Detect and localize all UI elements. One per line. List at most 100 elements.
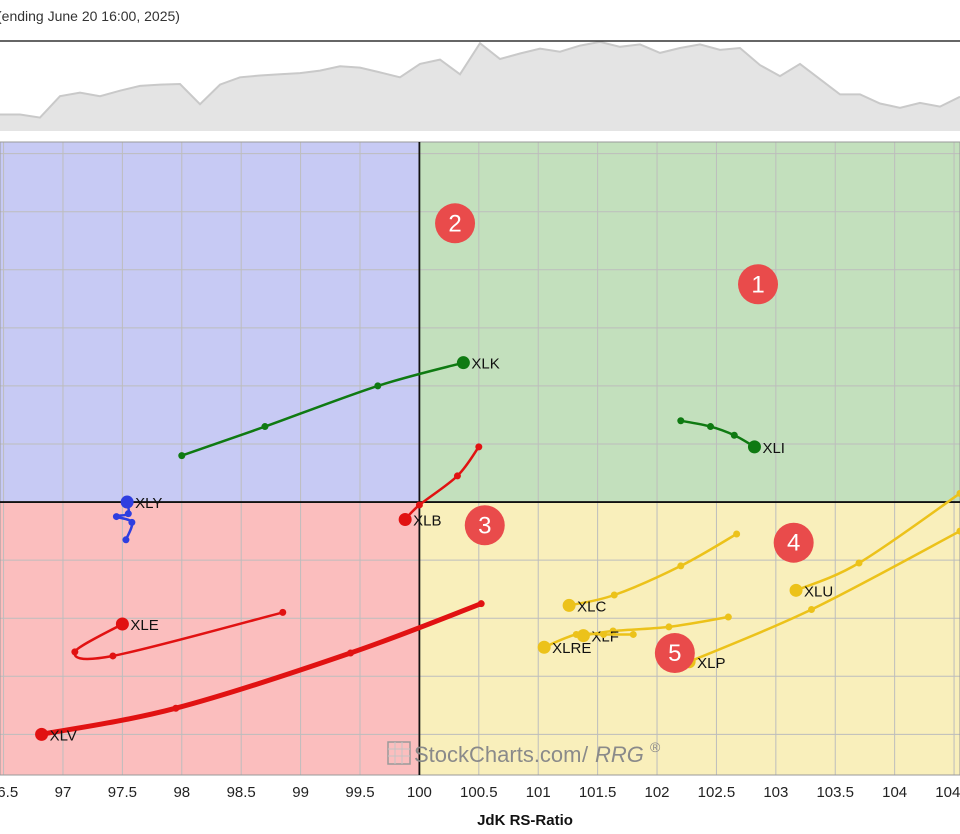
tail-point-xlre-0[interactable]: [629, 630, 637, 638]
head-point-xle[interactable]: [115, 617, 129, 631]
badge-circle-4: [773, 522, 814, 563]
x-tick-label-7: 100: [407, 784, 432, 801]
tail-point-xlf-2[interactable]: [609, 627, 617, 635]
watermark-logo-icon: [387, 741, 411, 765]
tail-point-xlk-1[interactable]: [261, 423, 269, 431]
tail-point-xlc-2[interactable]: [610, 591, 618, 599]
head-point-xlf[interactable]: [576, 629, 590, 643]
badge-number-4: 4: [787, 530, 800, 557]
tail-point-xlre-1[interactable]: [600, 630, 608, 638]
tail-point-xlk-0[interactable]: [178, 452, 186, 460]
tail-point-xlc-1[interactable]: [677, 562, 685, 570]
x-tick-label-9: 101: [526, 784, 551, 801]
badge-number-3: 3: [478, 512, 491, 539]
tail-xli: XLI: [677, 417, 785, 457]
overview-line: [0, 40, 960, 119]
tail-point-xli-0[interactable]: [677, 417, 685, 425]
tail-point-xly-1[interactable]: [128, 518, 136, 526]
badge-number-2: 2: [448, 210, 461, 237]
tail-point-xlb-2[interactable]: [415, 501, 423, 509]
symbol-label-xlu: XLU: [804, 583, 833, 600]
tail-xlv: XLV: [35, 600, 485, 744]
tail-line-xlc: [567, 532, 738, 607]
watermark-logo-grid-icon: [388, 742, 410, 764]
tail-point-xly-2[interactable]: [112, 513, 120, 521]
tail-xlc: XLC: [562, 530, 741, 615]
x-tick-label-16: 104.5: [935, 784, 960, 801]
tail-point-xlp-1[interactable]: [807, 605, 815, 613]
tail-point-xli-2[interactable]: [730, 431, 738, 439]
symbol-label-xli: XLI: [762, 440, 785, 457]
tail-line-xlu: [794, 492, 960, 592]
head-point-xlc[interactable]: [562, 598, 576, 612]
head-point-xlu[interactable]: [789, 583, 803, 597]
x-tick-label-6: 99.5: [345, 784, 374, 801]
badge-4: 4: [773, 522, 814, 563]
tail-point-xlb-0[interactable]: [475, 443, 483, 451]
symbol-label-xlb: XLB: [413, 512, 441, 529]
x-tick-label-11: 102: [645, 784, 670, 801]
tail-point-xlu-0[interactable]: [956, 489, 960, 497]
tail-point-xlf-0[interactable]: [724, 613, 732, 621]
badge-3: 3: [464, 505, 505, 546]
tail-point-xlp-0[interactable]: [956, 527, 960, 535]
plot-border: [0, 141, 960, 776]
head-point-xlv[interactable]: [35, 727, 49, 741]
symbol-label-xlc: XLC: [577, 598, 606, 615]
sector-tails: XLKXLIXLYXLBXLEXLVXLCXLFXLREXLUXLP: [35, 356, 960, 744]
badge-2: 2: [435, 203, 476, 244]
x-tick-label-12: 102.5: [698, 784, 736, 801]
x-tick-label-15: 104: [882, 784, 907, 801]
leading-quadrant: [419, 142, 960, 503]
badge-number-1: 1: [751, 271, 764, 298]
watermark-separator: /: [582, 742, 589, 767]
x-tick-label-1: 97: [55, 784, 72, 801]
tail-xle: XLE: [71, 608, 287, 661]
head-point-xli[interactable]: [747, 440, 761, 454]
tail-xlb: XLB: [398, 443, 483, 529]
center-axes: [0, 142, 960, 775]
tail-point-xlb-1[interactable]: [453, 472, 461, 480]
x-tick-label-3: 98: [173, 784, 190, 801]
head-point-xlb[interactable]: [398, 512, 412, 526]
head-point-xly[interactable]: [120, 495, 134, 509]
tail-point-xlre-2[interactable]: [572, 630, 580, 638]
x-tick-label-0: 96.5: [0, 784, 18, 801]
tail-point-xlv-0[interactable]: [477, 600, 485, 608]
tail-xlu: XLU: [789, 489, 960, 600]
tail-point-xly-0[interactable]: [122, 536, 130, 544]
x-tick-label-14: 103.5: [816, 784, 854, 801]
tail-point-xle-2[interactable]: [71, 648, 79, 656]
head-point-xlk[interactable]: [456, 356, 470, 370]
tail-xlre: XLRE: [537, 630, 637, 657]
tail-point-xlf-1[interactable]: [665, 623, 673, 631]
watermark-registered: ®: [650, 739, 661, 755]
badge-circle-2: [435, 203, 476, 244]
tail-line-xlb: [403, 445, 481, 521]
tail-point-xli-1[interactable]: [706, 423, 714, 431]
quadrant-backgrounds: [0, 142, 960, 775]
badge-circle-1: [738, 264, 779, 305]
improving-quadrant: [0, 142, 420, 503]
x-tick-label-5: 99: [292, 784, 309, 801]
symbol-label-xle: XLE: [130, 617, 158, 634]
tail-point-xle-1[interactable]: [109, 652, 117, 660]
symbol-label-xly: XLY: [135, 495, 162, 512]
tail-point-xlc-0[interactable]: [733, 530, 741, 538]
x-tick-label-10: 101.5: [579, 784, 617, 801]
tail-point-xlv-1[interactable]: [346, 649, 354, 657]
tail-point-xlv-2[interactable]: [172, 704, 180, 712]
tail-point-xle-0[interactable]: [279, 608, 287, 616]
watermark-product: RRG: [595, 742, 644, 767]
weakening-quadrant: [419, 502, 960, 775]
x-axis-ticks: 96.5 97 97.5 98 98.5 99 99.5 100 100.5 101 101.5 10…: [0, 784, 960, 801]
overview-area: [0, 41, 960, 131]
tail-point-xlu-1[interactable]: [855, 559, 863, 567]
tail-point-xly-3[interactable]: [124, 510, 132, 518]
symbol-label-xlv: XLV: [50, 727, 77, 744]
head-point-xlre[interactable]: [537, 640, 551, 654]
x-tick-label-4: 98.5: [227, 784, 256, 801]
tail-point-xlk-2[interactable]: [374, 382, 382, 390]
x-tick-label-2: 97.5: [108, 784, 137, 801]
